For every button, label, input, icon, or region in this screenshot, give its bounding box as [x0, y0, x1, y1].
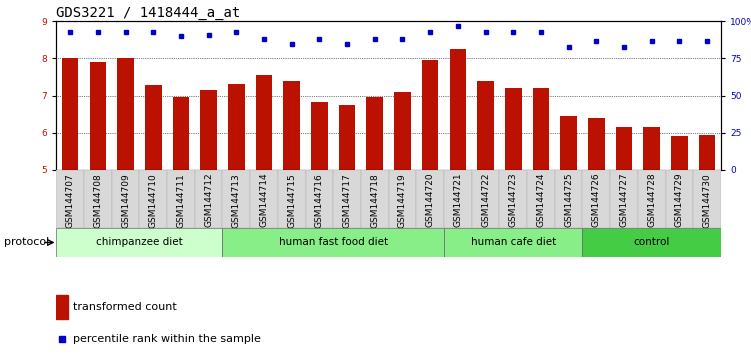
Text: GSM144725: GSM144725	[564, 173, 573, 228]
Bar	[311, 102, 327, 170]
Text: GSM144721: GSM144721	[454, 173, 463, 228]
Text: human cafe diet: human cafe diet	[471, 238, 556, 247]
Bar	[560, 116, 577, 170]
Bar	[173, 97, 189, 170]
Bar	[117, 58, 134, 170]
Bar	[416, 170, 444, 228]
Text: GSM144712: GSM144712	[204, 173, 213, 228]
Bar	[444, 228, 583, 257]
Text: GSM144714: GSM144714	[260, 173, 269, 228]
Bar	[278, 170, 306, 228]
Text: control: control	[634, 238, 670, 247]
Bar	[222, 170, 250, 228]
Text: transformed count: transformed count	[73, 302, 176, 312]
Text: GSM144730: GSM144730	[703, 173, 712, 228]
Bar	[222, 228, 444, 257]
Bar	[201, 90, 217, 170]
Bar	[167, 170, 195, 228]
Bar	[56, 228, 222, 257]
Bar	[195, 170, 222, 228]
Bar	[250, 170, 278, 228]
Bar	[145, 85, 161, 170]
Text: GSM144716: GSM144716	[315, 173, 324, 228]
Bar	[56, 295, 68, 319]
Text: percentile rank within the sample: percentile rank within the sample	[73, 334, 261, 344]
Text: GSM144729: GSM144729	[675, 173, 684, 228]
Text: GSM144723: GSM144723	[508, 173, 517, 228]
Bar	[499, 170, 527, 228]
Bar	[450, 49, 466, 170]
Bar	[616, 127, 632, 170]
Text: GSM144710: GSM144710	[149, 173, 158, 228]
Bar	[56, 170, 84, 228]
Text: GSM144708: GSM144708	[93, 173, 102, 228]
Bar	[527, 170, 555, 228]
Text: GSM144713: GSM144713	[232, 173, 241, 228]
Bar	[255, 75, 273, 170]
Text: GSM144711: GSM144711	[176, 173, 185, 228]
Bar	[62, 58, 79, 170]
Bar	[140, 170, 167, 228]
Bar	[306, 170, 333, 228]
Text: GSM144718: GSM144718	[370, 173, 379, 228]
Bar	[366, 97, 383, 170]
Bar	[583, 170, 610, 228]
Bar	[698, 135, 716, 170]
Text: protocol: protocol	[4, 238, 49, 247]
Text: GSM144719: GSM144719	[398, 173, 407, 228]
Bar	[361, 170, 389, 228]
Bar	[84, 170, 112, 228]
Text: GSM144726: GSM144726	[592, 173, 601, 228]
Bar	[671, 136, 688, 170]
Text: GSM144707: GSM144707	[65, 173, 74, 228]
Bar	[588, 118, 605, 170]
Bar	[394, 92, 411, 170]
Text: GSM144715: GSM144715	[287, 173, 296, 228]
Bar	[693, 170, 721, 228]
Text: chimpanzee diet: chimpanzee diet	[96, 238, 182, 247]
Bar	[283, 81, 300, 170]
Bar	[555, 170, 583, 228]
Bar	[665, 170, 693, 228]
Bar	[505, 88, 521, 170]
Bar	[444, 170, 472, 228]
Bar	[389, 170, 416, 228]
Bar	[228, 84, 245, 170]
Bar	[532, 88, 549, 170]
Bar	[422, 60, 439, 170]
Bar	[472, 170, 499, 228]
Text: GDS3221 / 1418444_a_at: GDS3221 / 1418444_a_at	[56, 6, 240, 20]
Text: GSM144709: GSM144709	[121, 173, 130, 228]
Text: GSM144724: GSM144724	[536, 173, 545, 227]
Bar	[89, 62, 106, 170]
Text: GSM144720: GSM144720	[426, 173, 435, 228]
Bar	[478, 81, 494, 170]
Bar	[339, 105, 355, 170]
Bar	[333, 170, 361, 228]
Text: GSM144717: GSM144717	[342, 173, 351, 228]
Bar	[610, 170, 638, 228]
Bar	[112, 170, 140, 228]
Bar	[644, 127, 660, 170]
Text: GSM144722: GSM144722	[481, 173, 490, 227]
Text: GSM144727: GSM144727	[620, 173, 629, 228]
Bar	[638, 170, 665, 228]
Bar	[583, 228, 721, 257]
Text: GSM144728: GSM144728	[647, 173, 656, 228]
Text: human fast food diet: human fast food diet	[279, 238, 388, 247]
